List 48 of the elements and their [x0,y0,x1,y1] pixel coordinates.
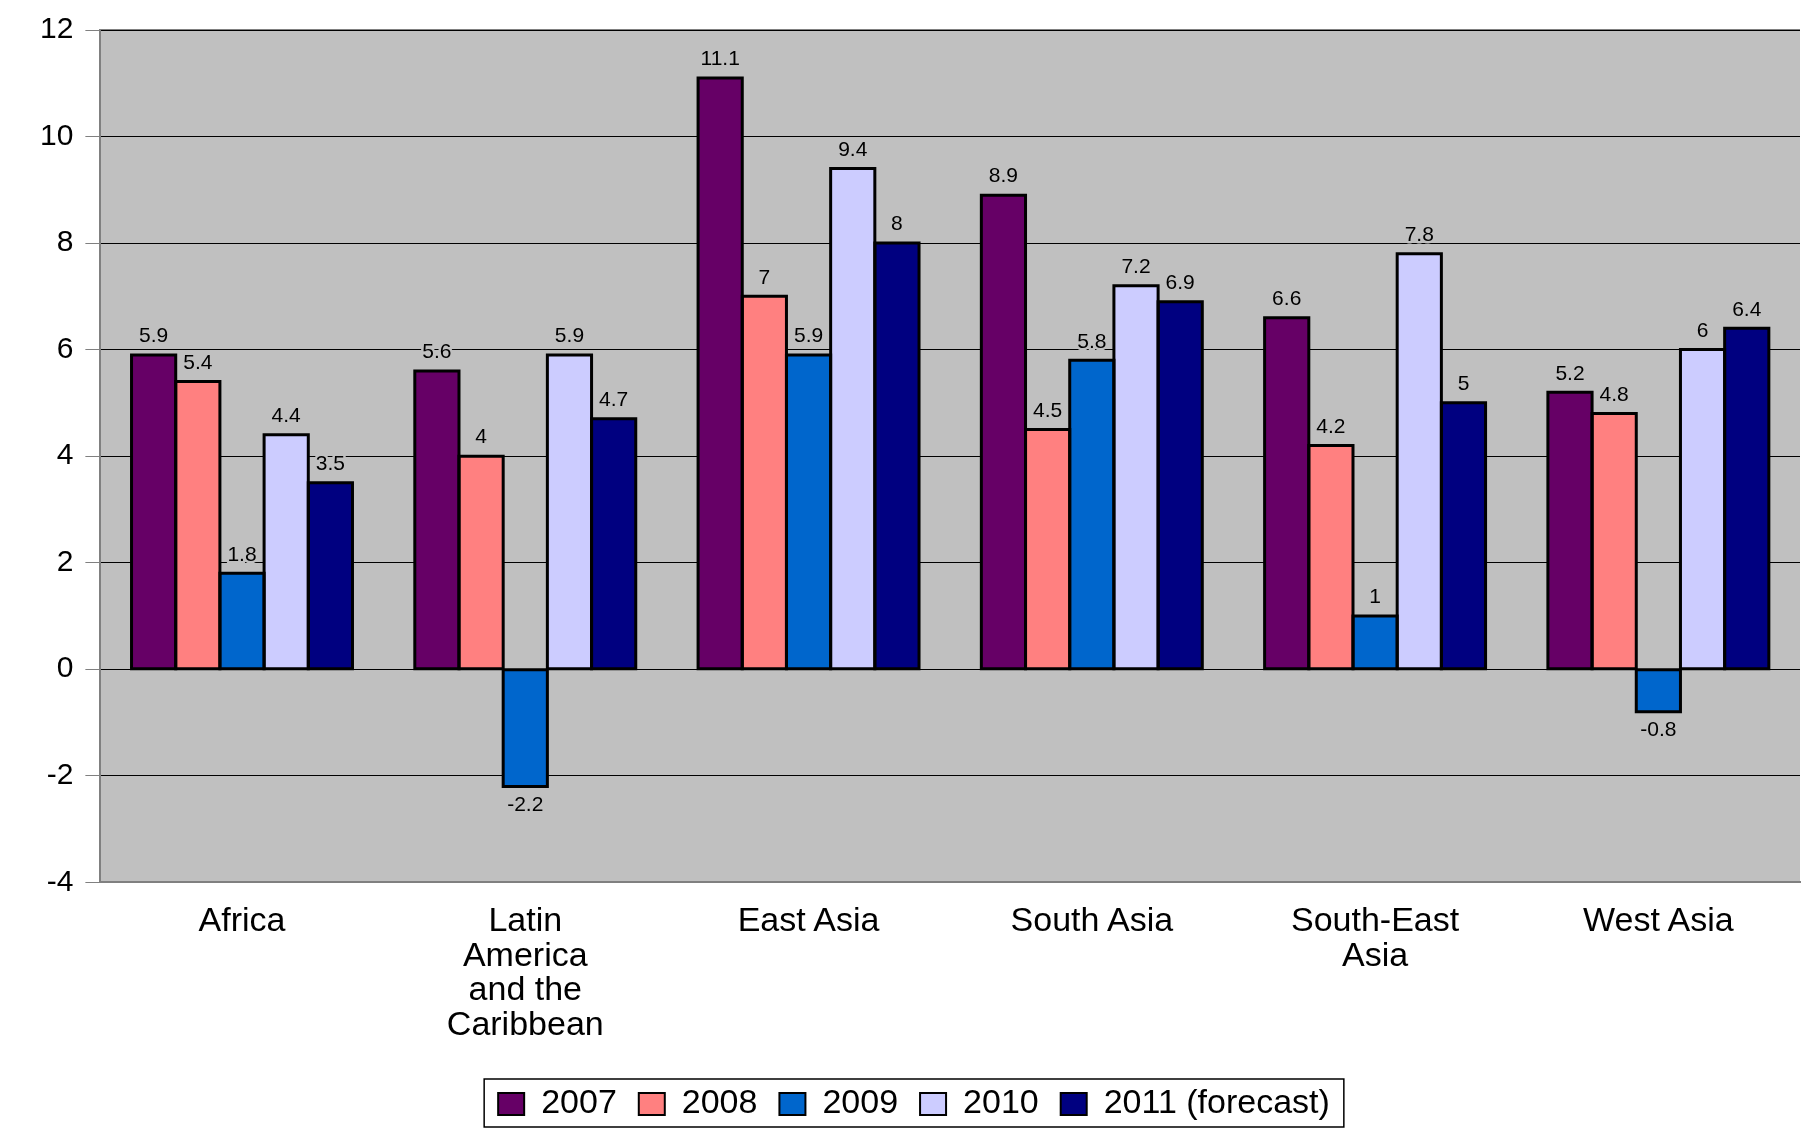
data-label: 6.9 [1165,269,1195,293]
data-label: 11.1 [700,46,740,70]
y-tick-label: -2 [46,757,74,791]
legend-label: 2007 [541,1082,617,1121]
data-label: 5.9 [139,323,169,347]
legend-label: 2008 [681,1082,758,1121]
data-label: 5 [1457,371,1470,395]
data-label: 5.9 [554,323,585,347]
y-tick-label: 10 [39,117,74,151]
y-tick-label: 2 [56,543,74,577]
y-tick-label: 4 [56,437,74,471]
y-tick-label: 8 [56,224,74,258]
data-label: 7.8 [1404,222,1434,246]
data-label: 5.8 [1077,328,1107,352]
x-tick-label: South Asia [1010,900,1174,938]
x-tick-label: Latin America and the Caribbean [446,900,604,1043]
data-label: -2.2 [507,791,544,815]
legend-label: 2011 (forecast) [1103,1082,1330,1121]
data-label: 6.4 [1732,296,1762,320]
data-label: 1.8 [227,541,257,565]
y-tick-label: 0 [56,650,74,684]
data-label: -0.8 [1640,717,1677,741]
data-label: 5.9 [793,323,824,347]
data-label: 4.4 [271,403,302,427]
x-tick-label: Africa [198,900,286,938]
x-tick-label: West Asia [1583,900,1734,938]
data-label: 9.4 [838,136,868,160]
data-label: 8.9 [988,163,1019,187]
y-tick-label: -4 [46,863,74,897]
data-label: 7 [758,264,771,288]
y-tick-label: 6 [56,330,74,364]
data-label: 5.4 [183,349,213,373]
data-label: 4.7 [599,387,629,411]
data-label: 6 [1696,317,1709,341]
x-tick-label: South-East Asia [1290,900,1460,973]
x-tick-label: East Asia [737,900,880,938]
y-tick-label: 12 [39,11,74,45]
data-label: 4.2 [1316,413,1346,437]
data-label: 4.5 [1033,397,1063,421]
data-label: 4.8 [1599,381,1629,405]
legend-label: 2009 [822,1082,899,1121]
data-label: 6.6 [1272,285,1302,309]
data-label: 1 [1369,584,1381,608]
data-label: 7.2 [1121,253,1151,277]
data-label: 4 [475,424,488,448]
legend-label: 2010 [963,1082,1039,1121]
data-label: 5.2 [1555,360,1585,384]
data-label: 8 [891,211,903,235]
